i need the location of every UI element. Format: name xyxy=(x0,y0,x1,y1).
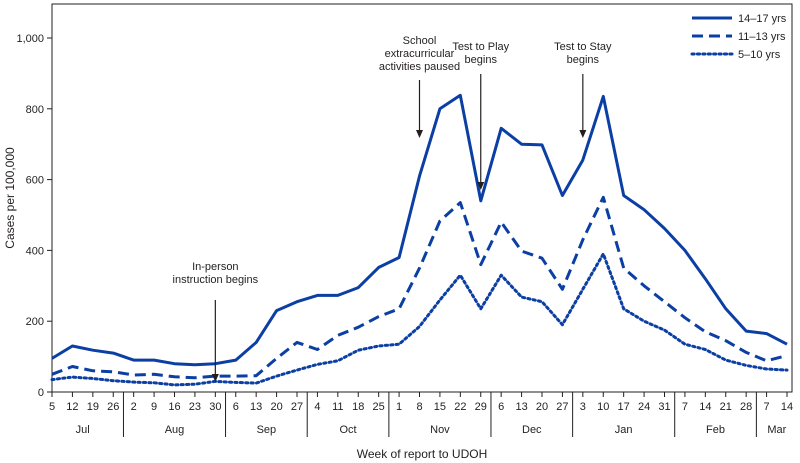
month-label: Jul xyxy=(76,424,90,436)
month-label: Nov xyxy=(430,424,450,436)
x-tick-label: 5 xyxy=(49,401,55,413)
x-tick-label: 21 xyxy=(720,401,732,413)
month-label: Feb xyxy=(706,424,725,436)
month-label: Oct xyxy=(339,424,356,436)
x-tick-label: 3 xyxy=(580,401,586,413)
annotation-arrow-head xyxy=(211,374,219,382)
series-group xyxy=(50,93,789,387)
series-line xyxy=(51,93,788,367)
x-tick-label: 12 xyxy=(66,401,78,413)
annotation-text: School xyxy=(403,35,437,47)
plot-frame xyxy=(51,3,793,393)
x-tick-label: 9 xyxy=(151,401,157,413)
x-tick-label: 13 xyxy=(515,401,527,413)
x-tick-label: 30 xyxy=(209,401,221,413)
y-tick-label: 600 xyxy=(26,175,44,187)
y-tick-label: 200 xyxy=(26,316,44,328)
y-tick-label: 1,000 xyxy=(16,33,44,45)
annotation-text: Test to Stay xyxy=(554,41,612,53)
month-label: Sep xyxy=(257,424,277,436)
x-tick-label: 8 xyxy=(416,401,422,413)
x-tick-label: 31 xyxy=(658,401,670,413)
x-tick-label: 17 xyxy=(618,401,630,413)
x-tick-label: 13 xyxy=(250,401,262,413)
annotation-arrow-head xyxy=(477,182,485,190)
x-tick-label: 20 xyxy=(270,401,282,413)
x-tick-label: 2 xyxy=(131,401,137,413)
x-tick-label: 16 xyxy=(168,401,180,413)
x-tick-label: 10 xyxy=(597,401,609,413)
annotation-text: begins xyxy=(465,54,498,66)
x-tick-label: 7 xyxy=(682,401,688,413)
x-tick-label: 14 xyxy=(781,401,793,413)
x-tick-label: 1 xyxy=(396,401,402,413)
y-tick-label: 0 xyxy=(38,387,44,399)
annotation-text: In-person xyxy=(192,261,238,273)
annotation-text: instruction begins xyxy=(173,274,259,286)
x-tick-label: 15 xyxy=(434,401,446,413)
x-tick-label: 7 xyxy=(764,401,770,413)
legend-label: 11–13 yrs xyxy=(738,31,786,43)
x-tick-label: 6 xyxy=(233,401,239,413)
series-line xyxy=(51,195,788,380)
x-tick-label: 27 xyxy=(291,401,303,413)
x-tick-label: 28 xyxy=(740,401,752,413)
x-tick-label: 6 xyxy=(498,401,504,413)
month-label: Jan xyxy=(615,424,633,436)
legend-label: 14–17 yrs xyxy=(738,13,787,25)
x-tick-label: 20 xyxy=(536,401,548,413)
x-tick-label: 14 xyxy=(699,401,711,413)
x-tick-label: 19 xyxy=(87,401,99,413)
x-tick-label: 23 xyxy=(189,401,201,413)
annotation-arrow-head xyxy=(579,130,587,138)
series-line xyxy=(50,252,789,387)
x-tick-label: 22 xyxy=(454,401,466,413)
legend: 14–17 yrs 11–13 yrs 5–10 yrs xyxy=(690,13,787,61)
x-tick-label: 26 xyxy=(107,401,119,413)
month-label: Aug xyxy=(165,424,185,436)
y-tick-label: 800 xyxy=(26,104,44,116)
x-tick-label: 4 xyxy=(314,401,320,413)
month-label: Dec xyxy=(522,424,542,436)
x-tick-label: 27 xyxy=(556,401,568,413)
annotation-arrow-head xyxy=(416,130,423,138)
month-label: Mar xyxy=(767,424,786,436)
annotation-text: extracurricular xyxy=(385,48,455,60)
y-axis-title: Cases per 100,000 xyxy=(3,147,17,249)
x-tick-label: 11 xyxy=(332,401,343,413)
x-tick-label: 25 xyxy=(373,401,385,413)
annotation-text: Test to Play xyxy=(452,41,509,53)
annotation-text: activities paused xyxy=(379,61,460,73)
y-tick-label: 400 xyxy=(26,245,44,257)
x-tick-label: 24 xyxy=(638,401,650,413)
annotation-text: begins xyxy=(567,54,600,66)
legend-label: 5–10 yrs xyxy=(738,49,781,61)
x-tick-label: 18 xyxy=(352,401,364,413)
x-axis-title: Week of report to UDOH xyxy=(357,447,488,461)
x-tick-label: 29 xyxy=(475,401,487,413)
